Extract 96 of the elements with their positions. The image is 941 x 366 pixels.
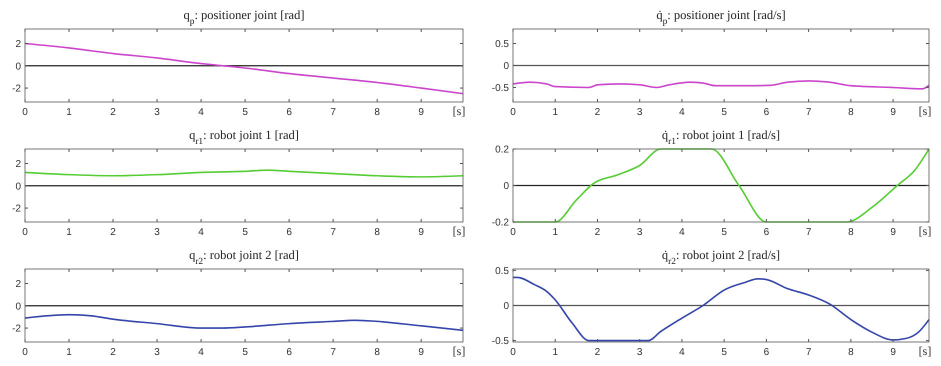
x-tick-label: 9 — [890, 107, 896, 118]
x-tick-label: 1 — [552, 347, 558, 358]
x-tick-label: 0 — [510, 107, 516, 118]
x-tick-label: 0 — [22, 107, 28, 118]
x-tick-label: 8 — [848, 227, 854, 238]
chart-title: q̇$_{p}$: positioner joint [rad/s] — [656, 8, 786, 27]
x-tick-label: 0 — [22, 227, 28, 238]
chart-title: q̇$_{r1}$: robot joint 1 [rad/s] — [662, 128, 780, 147]
x-tick-label: 6 — [286, 107, 292, 118]
y-tick-label: -0.5 — [492, 336, 510, 348]
chart-title: q̇$_{r2}$: robot joint 2 [rad/s] — [662, 248, 780, 267]
x-tick-label: 4 — [198, 347, 204, 358]
y-tick-label: 0 — [15, 301, 22, 312]
x-tick-label: 4 — [679, 347, 686, 358]
x-tick-label: 5 — [242, 227, 248, 238]
y-tick-label: 0 — [15, 181, 22, 192]
y-tick-label: -2 — [12, 84, 22, 95]
x-tick-label: 5 — [721, 227, 728, 238]
x-axis-title: [s] — [918, 344, 932, 358]
y-tick-label: 0 — [15, 61, 22, 72]
chart-title: q$_{r1}$: robot joint 1 [rad] — [189, 128, 299, 147]
y-tick-label: 0.2 — [495, 144, 510, 156]
x-tick-label: 0 — [22, 347, 28, 358]
x-tick-label: 3 — [636, 347, 643, 358]
y-tick-label: 0 — [503, 61, 510, 72]
x-tick-label: 8 — [374, 107, 380, 118]
x-tick-label: 3 — [154, 347, 160, 358]
x-tick-label: 4 — [198, 227, 204, 238]
x-tick-label: 3 — [636, 107, 643, 118]
x-tick-label: 6 — [764, 227, 770, 238]
x-tick-label: 4 — [198, 107, 204, 118]
x-tick-label: 2 — [594, 107, 601, 118]
x-tick-label: 5 — [242, 347, 248, 358]
x-tick-label: 2 — [594, 227, 601, 238]
x-tick-label: 7 — [330, 347, 336, 358]
x-tick-label: 3 — [154, 227, 160, 238]
x-tick-label: 9 — [890, 227, 896, 238]
y-tick-label: 2 — [15, 278, 22, 290]
x-tick-label: 2 — [594, 347, 601, 358]
x-tick-label: 9 — [890, 347, 896, 358]
line-series — [512, 80, 930, 90]
line-series — [512, 148, 930, 223]
x-tick-label: 7 — [806, 347, 812, 358]
x-tick-label: 4 — [679, 107, 686, 118]
x-axis-title: [s] — [452, 224, 466, 238]
x-axis-title: [s] — [452, 344, 466, 358]
x-tick-label: 3 — [636, 227, 643, 238]
x-tick-label: 5 — [242, 107, 248, 118]
x-tick-label: 1 — [66, 227, 72, 238]
x-tick-label: 2 — [110, 107, 116, 118]
y-tick-label: 0 — [503, 301, 510, 312]
x-axis-title: [s] — [918, 104, 932, 118]
y-tick-label: 0.5 — [495, 39, 510, 50]
y-tick-label: 2 — [15, 38, 22, 50]
x-tick-label: 4 — [679, 227, 686, 238]
x-tick-label: 7 — [330, 107, 336, 118]
x-tick-label: 3 — [154, 107, 160, 118]
y-tick-label: -0.5 — [492, 82, 510, 94]
x-tick-label: 8 — [848, 107, 854, 118]
x-tick-label: 6 — [764, 347, 770, 358]
x-tick-label: 9 — [418, 227, 424, 238]
y-tick-label: -2 — [12, 324, 22, 335]
x-tick-label: 1 — [552, 227, 558, 238]
x-tick-label: 5 — [721, 347, 728, 358]
line-series — [24, 314, 464, 332]
x-tick-label: 5 — [721, 107, 728, 118]
x-tick-label: 8 — [374, 227, 380, 238]
y-tick-label: 2 — [15, 158, 22, 170]
x-tick-label: 2 — [110, 347, 116, 358]
line-series — [24, 42, 464, 94]
x-tick-label: 9 — [418, 107, 424, 118]
x-axis-title: [s] — [918, 224, 932, 238]
chart-title: q$_{p}$: positioner joint [rad] — [184, 8, 304, 27]
y-tick-label: -2 — [12, 204, 22, 215]
x-tick-label: 8 — [374, 347, 380, 358]
x-tick-label: 1 — [66, 107, 72, 118]
x-tick-label: 6 — [286, 227, 292, 238]
x-tick-label: 6 — [286, 347, 292, 358]
x-tick-label: 7 — [330, 227, 336, 238]
x-tick-label: 6 — [764, 107, 770, 118]
line-series — [512, 276, 930, 342]
x-tick-label: 1 — [552, 107, 558, 118]
x-axis-title: [s] — [452, 104, 466, 118]
x-tick-label: 1 — [66, 347, 72, 358]
y-tick-label: -0.2 — [492, 218, 510, 228]
chart-title: q$_{r2}$: robot joint 2 [rad] — [189, 248, 299, 267]
y-tick-label: 0.5 — [495, 266, 510, 277]
x-tick-label: 9 — [418, 347, 424, 358]
x-tick-label: 0 — [510, 227, 516, 238]
x-tick-label: 7 — [806, 107, 812, 118]
line-series — [24, 169, 464, 178]
x-tick-label: 0 — [510, 347, 516, 358]
x-tick-label: 7 — [806, 227, 812, 238]
x-tick-label: 8 — [848, 347, 854, 358]
y-tick-label: 0 — [503, 181, 510, 192]
x-tick-label: 2 — [110, 227, 116, 238]
